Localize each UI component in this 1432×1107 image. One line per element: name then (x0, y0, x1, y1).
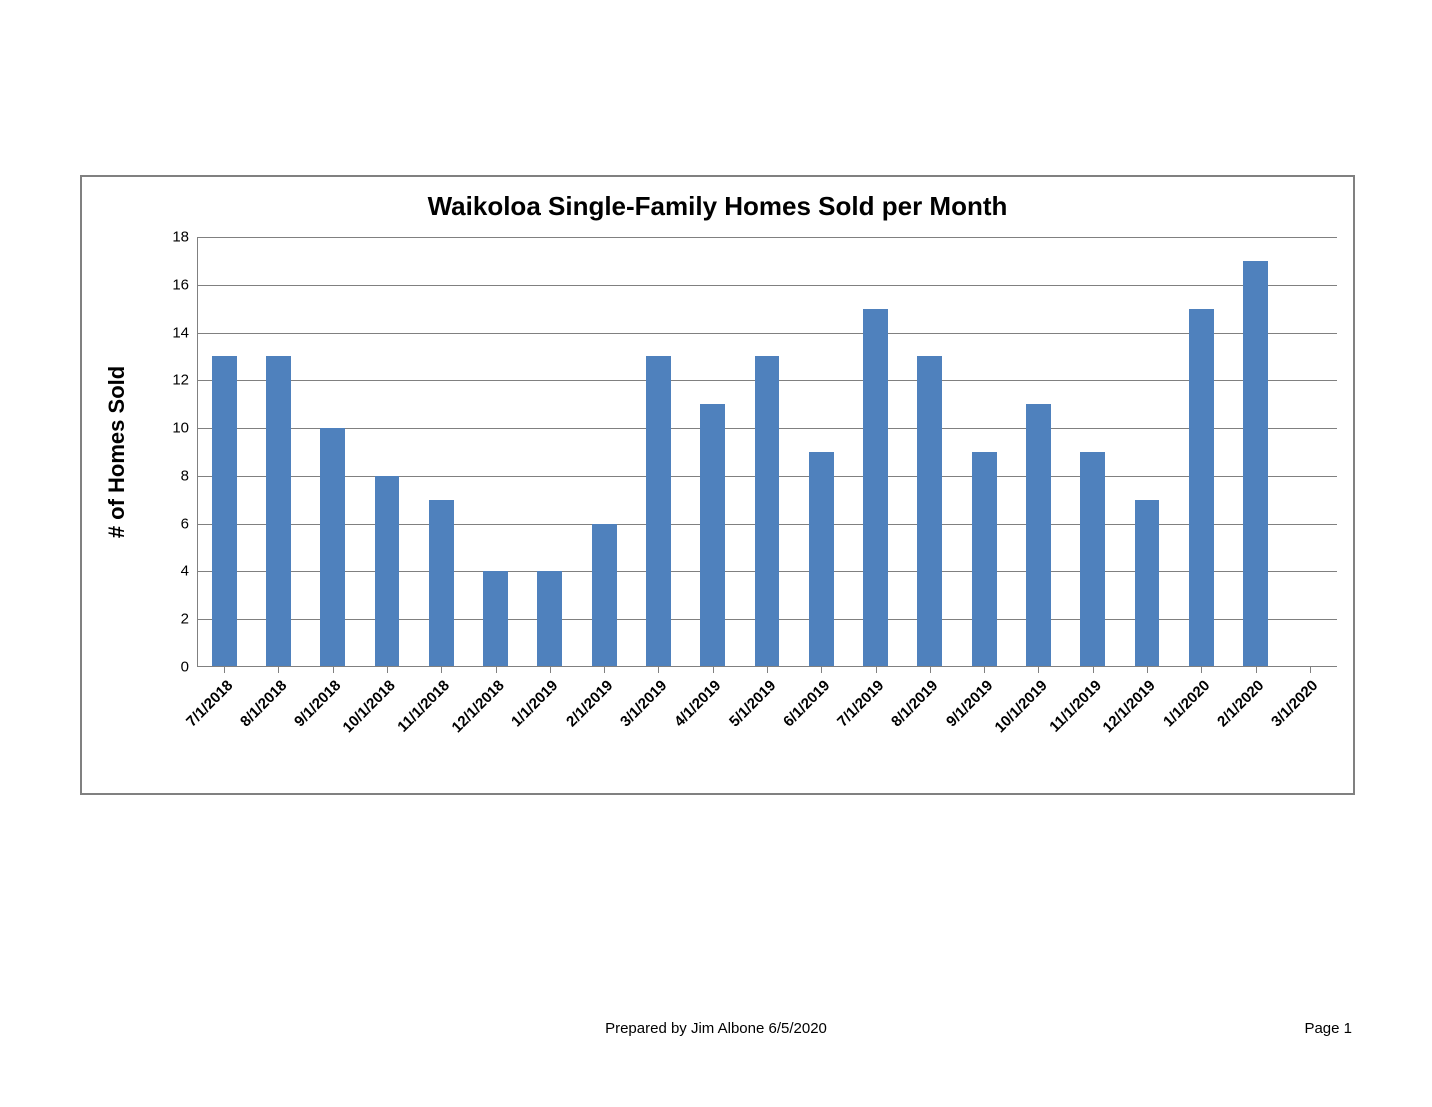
x-tick (1038, 667, 1039, 673)
x-tick-label: 3/1/2020 (1269, 677, 1322, 730)
x-tick-label: 11/1/2019 (1046, 677, 1105, 736)
gridline (197, 285, 1337, 286)
x-tick-label: 11/1/2018 (395, 677, 454, 736)
bar (917, 356, 942, 667)
x-tick (984, 667, 985, 673)
bar (1243, 261, 1268, 667)
x-tick-label: 9/1/2019 (943, 677, 996, 730)
x-tick (278, 667, 279, 673)
bar (483, 571, 508, 667)
x-tick (713, 667, 714, 673)
x-tick (1201, 667, 1202, 673)
page: Waikoloa Single-Family Homes Sold per Mo… (0, 0, 1432, 1107)
bar (429, 500, 454, 667)
y-tick-label: 12 (149, 372, 189, 389)
x-tick-label: 8/1/2018 (237, 677, 290, 730)
y-tick-label: 0 (149, 659, 189, 676)
y-tick-label: 4 (149, 563, 189, 580)
bar (1080, 452, 1105, 667)
x-tick (496, 667, 497, 673)
bar (755, 356, 780, 667)
x-tick-label: 8/1/2019 (889, 677, 942, 730)
y-tick-label: 18 (149, 229, 189, 246)
chart-title: Waikoloa Single-Family Homes Sold per Mo… (82, 191, 1353, 222)
footer-page-number: Page 1 (1304, 1020, 1352, 1037)
x-tick-label: 12/1/2019 (1100, 677, 1159, 736)
x-tick-label: 4/1/2019 (671, 677, 724, 730)
x-tick (767, 667, 768, 673)
x-tick-label: 7/1/2019 (834, 677, 887, 730)
plot-area: 0246810121416187/1/20188/1/20189/1/20181… (197, 237, 1337, 667)
x-tick (1093, 667, 1094, 673)
y-tick-label: 16 (149, 276, 189, 293)
x-tick (1147, 667, 1148, 673)
bar (212, 356, 237, 667)
x-tick-label: 10/1/2019 (991, 677, 1050, 736)
x-tick (604, 667, 605, 673)
gridline (197, 237, 1337, 238)
x-tick (333, 667, 334, 673)
x-tick-label: 3/1/2019 (617, 677, 670, 730)
bar (972, 452, 997, 667)
x-tick-label: 12/1/2018 (448, 677, 507, 736)
x-tick (441, 667, 442, 673)
y-tick-label: 6 (149, 515, 189, 532)
y-axis-label: # of Homes Sold (104, 366, 130, 538)
y-axis-line (197, 237, 198, 667)
x-tick-label: 2/1/2019 (563, 677, 616, 730)
x-tick (224, 667, 225, 673)
bar (592, 524, 617, 667)
chart-frame: Waikoloa Single-Family Homes Sold per Mo… (80, 175, 1355, 795)
bar (1135, 500, 1160, 667)
x-tick-label: 7/1/2018 (183, 677, 236, 730)
bar (809, 452, 834, 667)
gridline (197, 333, 1337, 334)
bar (375, 476, 400, 667)
x-tick (1256, 667, 1257, 673)
x-tick-label: 2/1/2020 (1214, 677, 1267, 730)
y-tick-label: 14 (149, 324, 189, 341)
bar (537, 571, 562, 667)
bar (646, 356, 671, 667)
bar (1026, 404, 1051, 667)
x-tick-label: 5/1/2019 (726, 677, 779, 730)
bar (863, 309, 888, 667)
bar (320, 428, 345, 667)
x-tick-label: 9/1/2018 (291, 677, 344, 730)
x-tick-label: 6/1/2019 (780, 677, 833, 730)
x-tick (930, 667, 931, 673)
y-tick-label: 8 (149, 467, 189, 484)
y-tick-label: 10 (149, 420, 189, 437)
footer-center-text: Prepared by Jim Albone 6/5/2020 (0, 1020, 1432, 1037)
x-tick-label: 1/1/2020 (1160, 677, 1213, 730)
bar (266, 356, 291, 667)
x-tick-label: 1/1/2019 (509, 677, 562, 730)
x-tick (1310, 667, 1311, 673)
x-tick (550, 667, 551, 673)
x-tick (876, 667, 877, 673)
x-tick-label: 10/1/2018 (340, 677, 399, 736)
x-tick (387, 667, 388, 673)
bar (1189, 309, 1214, 667)
bar (700, 404, 725, 667)
y-tick-label: 2 (149, 611, 189, 628)
x-tick (821, 667, 822, 673)
x-tick (658, 667, 659, 673)
